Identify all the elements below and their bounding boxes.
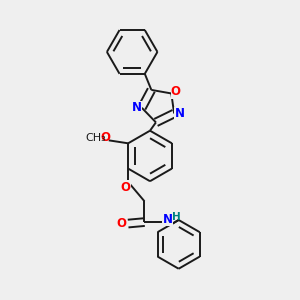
Text: O: O (120, 181, 130, 194)
Text: H: H (172, 212, 181, 222)
Text: N: N (131, 101, 142, 114)
Text: N: N (175, 107, 184, 120)
Text: CH₃: CH₃ (85, 133, 106, 143)
Text: O: O (117, 217, 127, 230)
Text: O: O (171, 85, 181, 98)
Text: O: O (100, 131, 110, 145)
Text: N: N (163, 213, 173, 226)
